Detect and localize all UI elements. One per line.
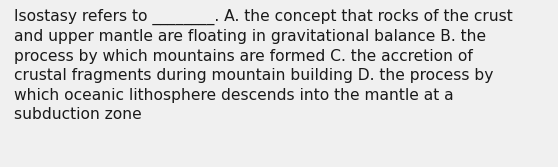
Text: Isostasy refers to ________. A. the concept that rocks of the crust
and upper ma: Isostasy refers to ________. A. the conc… [14, 8, 513, 122]
